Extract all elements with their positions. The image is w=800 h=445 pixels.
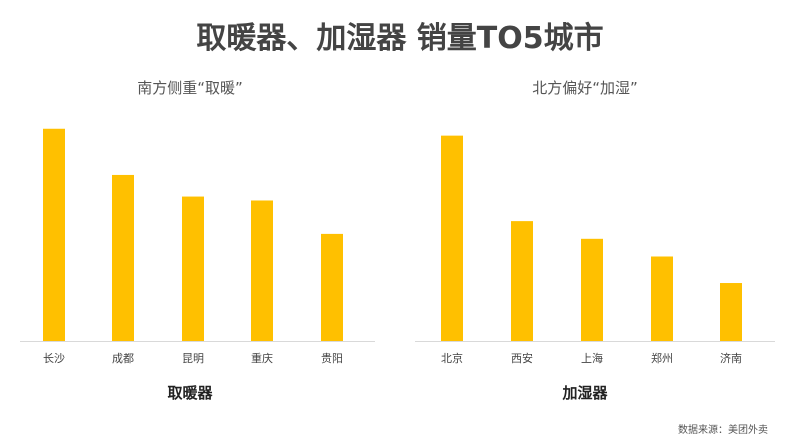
category-label: 重庆 xyxy=(251,351,273,365)
category-label: 北京 xyxy=(441,351,463,365)
bar xyxy=(441,135,463,341)
category-label: 成都 xyxy=(112,352,134,365)
category-label: 郑州 xyxy=(651,351,673,365)
bar xyxy=(112,174,134,341)
bar xyxy=(720,283,742,341)
bar xyxy=(182,196,204,341)
bar xyxy=(651,256,673,341)
category-label: 济南 xyxy=(720,351,742,365)
bar xyxy=(43,128,65,341)
chart-subtitle: 南方侧重“取暖” xyxy=(137,79,243,97)
category-label: 昆明 xyxy=(182,352,204,365)
x-axis-label: 取暖器 xyxy=(167,384,213,402)
bar xyxy=(321,233,343,341)
category-label: 贵阳 xyxy=(321,352,343,365)
category-label: 西安 xyxy=(511,351,533,365)
chart-title: 取暖器、加湿器 销量TO5城市 xyxy=(196,21,603,56)
bar xyxy=(581,238,603,341)
source-note: 数据来源：美团外卖 xyxy=(678,423,768,436)
bar xyxy=(251,200,273,341)
x-axis-label: 加湿器 xyxy=(561,384,608,402)
category-label: 上海 xyxy=(581,351,603,365)
category-label: 长沙 xyxy=(43,352,65,365)
bar xyxy=(511,221,533,341)
chart-subtitle: 北方偏好“加湿” xyxy=(532,79,638,97)
